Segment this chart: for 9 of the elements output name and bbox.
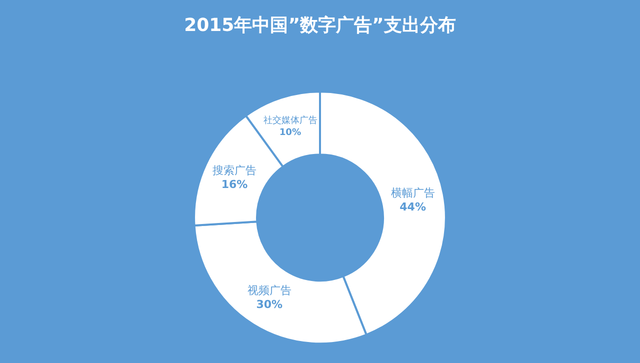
slice-label: 横幅广告	[390, 186, 435, 200]
data-label: 10%	[279, 128, 302, 138]
data-label: 16%	[221, 178, 248, 192]
slice-label: 搜索广告	[212, 164, 257, 177]
data-label: 44%	[400, 200, 426, 214]
slice-label: 社交媒体广告	[263, 115, 318, 126]
chart-title: 2015年中国”数字广告”支出分布	[184, 14, 456, 36]
data-label: 30%	[256, 298, 283, 312]
slice-label: 视频广告	[247, 284, 292, 297]
